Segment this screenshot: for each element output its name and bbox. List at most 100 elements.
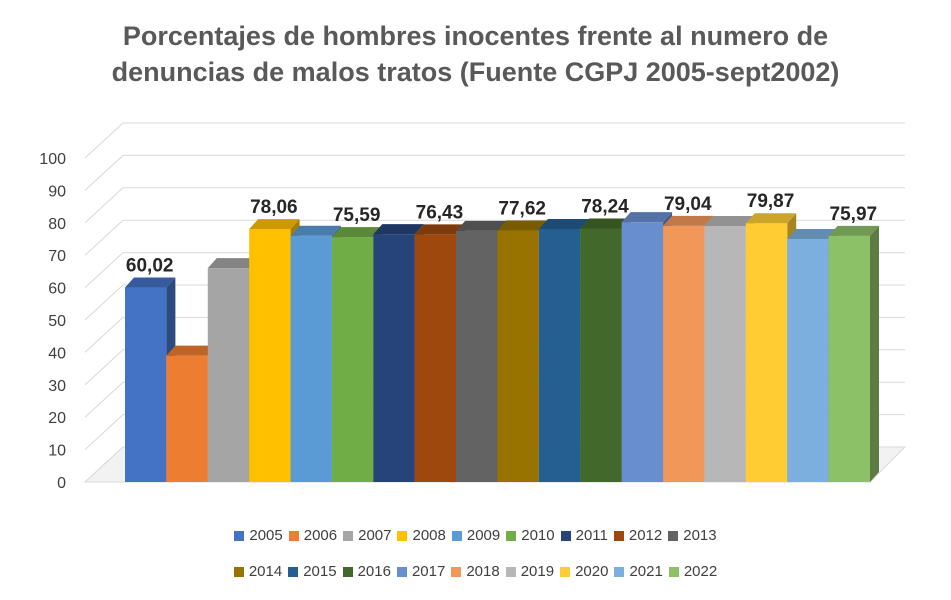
bar-2022 <box>828 235 870 482</box>
bar-top-2009 <box>290 225 341 236</box>
legend-label: 2014 <box>248 563 283 580</box>
data-label-2018: 79,04 <box>664 194 712 215</box>
legend-item-2010: 2010 <box>506 527 555 544</box>
y-tick-label: 20 <box>48 410 66 427</box>
gridline-depth <box>84 284 124 321</box>
data-label-2016: 78,24 <box>581 197 629 218</box>
legend-swatch <box>396 566 407 577</box>
y-tick-label: 90 <box>48 183 66 200</box>
data-label-2012: 76,43 <box>416 202 464 223</box>
legend-swatch <box>505 566 516 577</box>
bar-top-2018 <box>663 215 714 226</box>
y-tick-label: 60 <box>48 281 66 298</box>
chart-title: Porcentajes de hombres inocentes frente … <box>0 18 951 90</box>
legend-item-2019: 2019 <box>505 563 555 580</box>
legend-swatch <box>614 566 625 577</box>
bar-top-2020 <box>745 213 797 224</box>
legend-item-2012: 2012 <box>613 527 663 544</box>
bar-top-2012 <box>414 224 466 235</box>
legend-swatch <box>288 566 299 577</box>
y-tick-label: 70 <box>48 248 66 265</box>
bar-2005 <box>125 287 167 482</box>
legend-label: 2012 <box>628 527 663 544</box>
legend-label: 2016 <box>357 563 391 580</box>
legend-item-2016: 2016 <box>342 563 391 580</box>
bar-2016 <box>580 228 622 482</box>
bar-2010 <box>331 237 374 482</box>
data-label-2014: 77,62 <box>498 199 546 220</box>
legend-label: 2008 <box>412 527 446 544</box>
bar-side-2022 <box>870 225 879 483</box>
bar-top-2006 <box>166 345 217 356</box>
data-label-2010: 75,59 <box>333 205 381 226</box>
bar-top-2016 <box>580 218 631 229</box>
legend-swatch <box>560 530 571 541</box>
legend-label: 2010 <box>521 527 555 544</box>
legend-label: 2015 <box>303 563 337 580</box>
gridline-depth <box>84 219 124 256</box>
legend-label: 2005 <box>249 527 283 544</box>
legend-label: 2009 <box>466 527 501 544</box>
gridline-depth <box>84 122 124 159</box>
legend-label: 2017 <box>411 563 446 580</box>
legend-item-2006: 2006 <box>288 527 338 544</box>
bar-top-2014 <box>497 220 548 231</box>
legend-swatch <box>668 530 679 541</box>
bar-2019 <box>704 226 746 482</box>
legend-item-2008: 2008 <box>397 527 446 544</box>
legend-swatch <box>343 530 354 541</box>
data-label-2005: 60,02 <box>126 256 174 277</box>
data-label-2020: 79,87 <box>747 191 795 212</box>
chart-title-line-1: Porcentajes de hombres inocentes frente … <box>122 21 829 51</box>
legend-label: 2020 <box>575 563 609 580</box>
y-tick-label: 40 <box>48 345 66 362</box>
y-tick-label: 100 <box>39 151 66 168</box>
legend-item-2017: 2017 <box>396 563 446 580</box>
bar-top-2017 <box>621 212 673 223</box>
legend-swatch <box>234 530 245 541</box>
bar-2008 <box>249 229 291 482</box>
gridline-depth <box>84 349 124 386</box>
gridline-depth <box>84 381 124 418</box>
gridline-depth <box>84 317 124 353</box>
legend-swatch <box>342 566 353 577</box>
bar-top-2019 <box>704 216 755 227</box>
legend-item-2021: 2021 <box>614 563 663 580</box>
legend-swatch <box>613 530 624 541</box>
legend-label: 2019 <box>520 563 555 580</box>
y-tick-label: 80 <box>48 216 66 233</box>
legend-label: 2006 <box>303 527 338 544</box>
legend-swatch <box>668 566 679 577</box>
data-label-2022: 75,97 <box>830 204 878 225</box>
bar-2006 <box>166 355 208 482</box>
legend-swatch <box>560 566 571 577</box>
bar-2007 <box>207 268 250 482</box>
legend-swatch <box>451 566 462 577</box>
legend-item-2007: 2007 <box>343 527 391 544</box>
bar-top-2010 <box>331 227 383 238</box>
y-tick-label: 50 <box>48 313 66 330</box>
gridline-depth <box>84 155 124 191</box>
legend-label: 2022 <box>683 563 718 580</box>
gridline-depth <box>84 187 124 224</box>
bar-2014 <box>497 230 539 482</box>
bar-top-2022 <box>828 225 879 236</box>
legend-swatch <box>506 530 517 541</box>
bar-2012 <box>414 234 457 482</box>
legend-label: 2013 <box>683 527 717 544</box>
bar-2013 <box>456 230 498 482</box>
bar-top-2008 <box>249 219 300 230</box>
legend-item-2005: 2005 <box>234 527 283 544</box>
data-label-2008: 78,06 <box>250 197 298 218</box>
bar-top-2015 <box>538 218 590 229</box>
legend-label: 2021 <box>629 563 663 580</box>
legend-row-2: 2014 2015 2016 2017 2018 2019 2020 2021 2022 <box>0 563 951 580</box>
bar-top-2021 <box>787 229 838 239</box>
legend-swatch <box>397 530 408 541</box>
legend-item-2009: 2009 <box>451 527 501 544</box>
bar-2011 <box>373 234 415 482</box>
y-tick-label: 0 <box>57 475 66 492</box>
bar-2020 <box>745 223 788 483</box>
